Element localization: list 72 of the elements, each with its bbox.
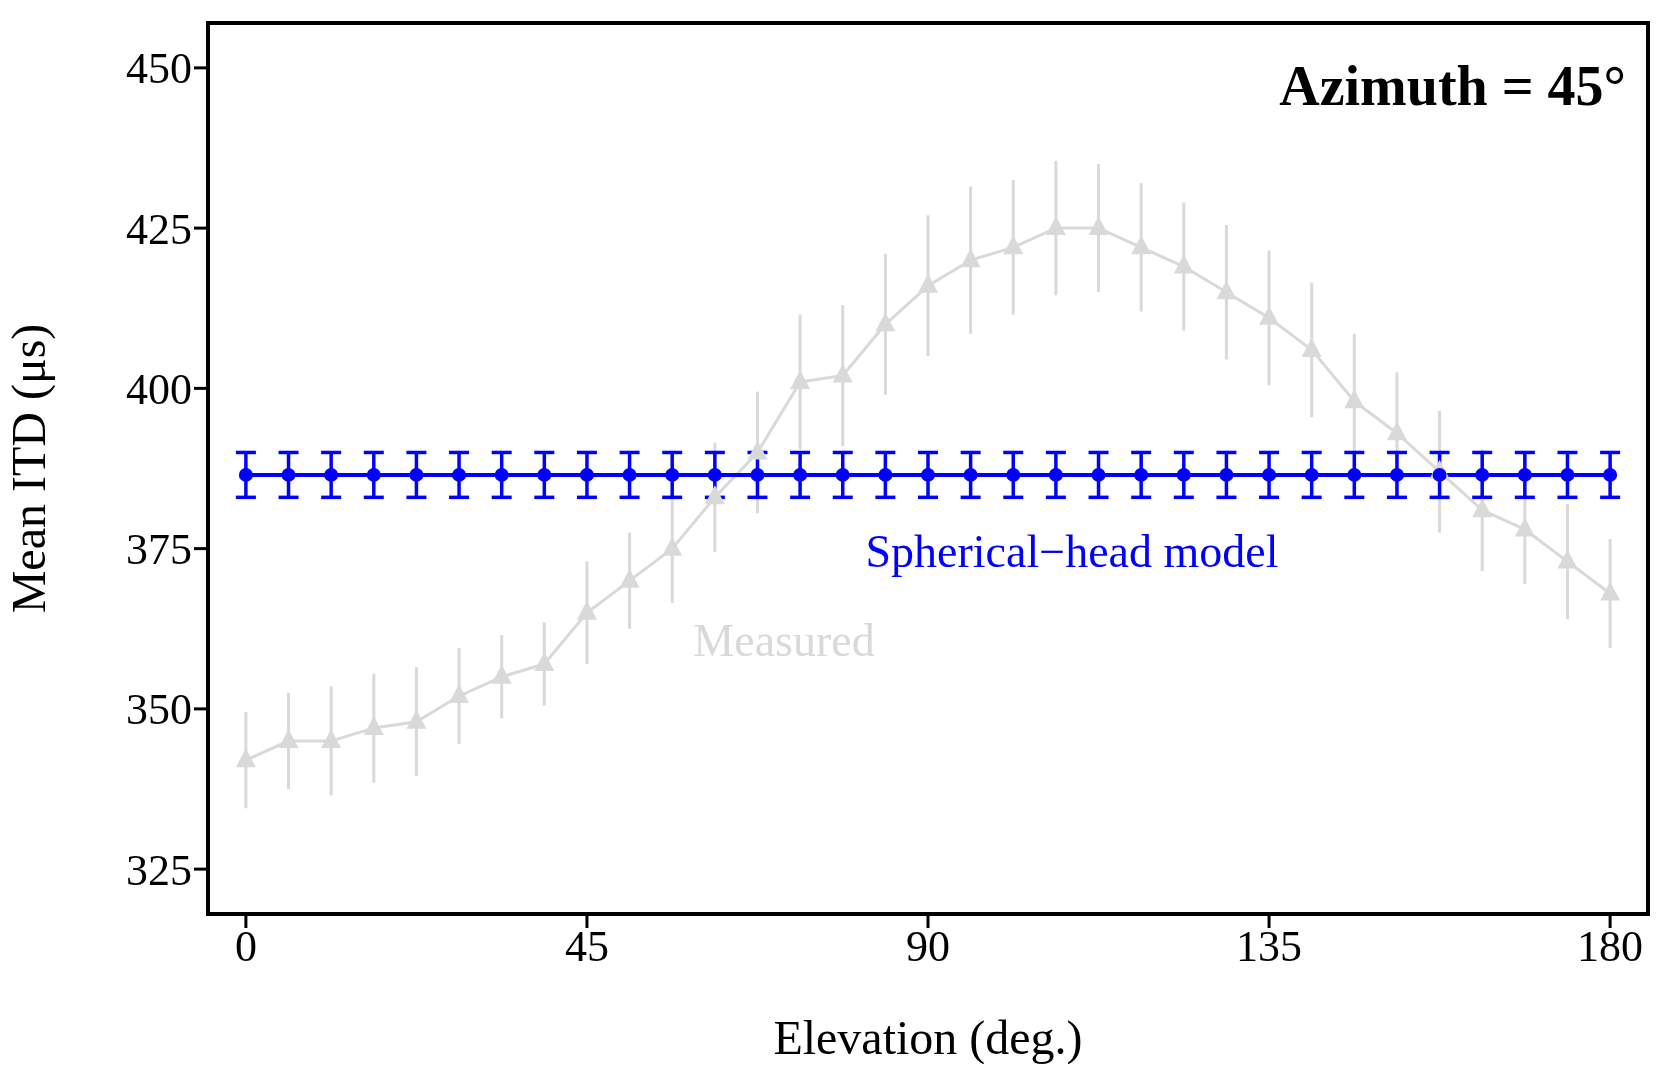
point: [918, 273, 938, 293]
point: [1048, 467, 1063, 482]
x-tick-label: 135: [1236, 922, 1303, 972]
point: [449, 684, 470, 704]
point: [324, 467, 339, 482]
point: [534, 652, 555, 672]
point: [321, 728, 342, 748]
point: [835, 467, 850, 482]
point: [1219, 467, 1234, 482]
point: [1006, 467, 1021, 482]
point: [1514, 517, 1535, 537]
point: [622, 467, 637, 482]
point: [1134, 467, 1149, 482]
point: [704, 485, 725, 505]
y-tick-label: 325: [126, 845, 192, 895]
point: [707, 467, 722, 482]
point: [875, 312, 896, 332]
point: [1517, 467, 1532, 482]
point: [1304, 467, 1319, 482]
y-tick-label: 350: [126, 685, 192, 735]
point: [537, 467, 552, 482]
point: [1603, 467, 1618, 482]
point: [1091, 467, 1106, 482]
y-axis-title: Mean ITD (μs): [2, 323, 57, 614]
point: [1386, 421, 1407, 441]
point: [235, 748, 256, 768]
point: [579, 467, 594, 482]
y-tick-label: 425: [126, 204, 192, 254]
point: [1088, 216, 1109, 236]
point: [963, 467, 978, 482]
point: [662, 536, 683, 556]
point: [750, 467, 765, 482]
point: [576, 600, 597, 620]
point: [1344, 389, 1365, 409]
annotation: Azimuth = 45°: [1279, 55, 1626, 117]
point: [921, 467, 935, 482]
point: [960, 248, 981, 268]
point: [1262, 467, 1277, 482]
x-tick-label: 45: [564, 922, 609, 972]
point: [1003, 235, 1024, 255]
x-tick-label: 180: [1577, 922, 1644, 972]
point: [665, 467, 680, 482]
point: [409, 467, 424, 482]
point: [1475, 467, 1490, 482]
point: [1259, 305, 1280, 325]
x-tick-label: 90: [906, 922, 950, 972]
point: [1347, 467, 1362, 482]
point: [452, 467, 467, 482]
point: [793, 467, 808, 482]
point: [878, 467, 893, 482]
point: [363, 716, 384, 736]
point: [1216, 280, 1237, 300]
y-tick-label: 400: [126, 364, 192, 414]
point: [366, 467, 381, 482]
point: [790, 369, 811, 389]
point: [1472, 498, 1493, 518]
series-label: Spherical−head model: [865, 525, 1279, 577]
point: [1176, 467, 1191, 482]
point: [1600, 581, 1621, 601]
point: [832, 363, 853, 383]
point: [281, 467, 296, 482]
point: [494, 467, 509, 482]
x-tick-label: 0: [234, 922, 257, 972]
y-tick-label: 375: [126, 525, 192, 575]
x-axis-title: Elevation (deg.): [773, 1011, 1083, 1065]
point: [238, 467, 253, 482]
y-tick-label: 450: [126, 44, 192, 94]
point: [1389, 467, 1404, 482]
point: [1131, 235, 1152, 255]
point: [1045, 216, 1066, 236]
point: [1560, 467, 1575, 482]
point: [1173, 254, 1194, 274]
